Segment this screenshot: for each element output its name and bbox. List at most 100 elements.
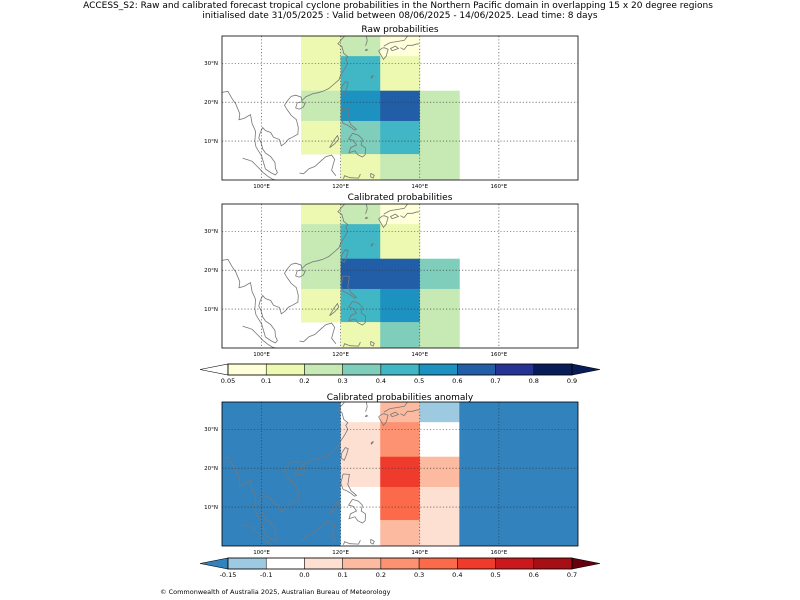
coastline — [299, 322, 337, 344]
probability-cell — [380, 322, 421, 348]
coastline — [295, 269, 306, 278]
figure-title-line-1: ACCESS_S2: Raw and calibrated forecast t… — [83, 1, 713, 11]
coastline — [364, 48, 369, 52]
coastline — [370, 440, 374, 445]
coastline — [242, 523, 276, 546]
coastline — [295, 101, 306, 110]
coastline — [343, 342, 361, 347]
longitude-tick-label: 140°E — [411, 184, 428, 190]
probability-cell — [380, 90, 421, 122]
probability-cell — [340, 90, 381, 122]
coastline — [299, 154, 337, 176]
probability-cell — [498, 486, 578, 521]
coastline — [378, 413, 389, 427]
latitude-tick-label: 20°N — [204, 466, 218, 472]
probability-cell — [380, 402, 421, 423]
probability-cell — [380, 154, 421, 180]
colorbar-tick-label: 0.8 — [529, 377, 539, 385]
latitude-tick-label: 10°N — [204, 505, 218, 511]
probability-cell — [419, 486, 460, 521]
colorbar-tick-label: 0.6 — [529, 571, 539, 579]
colorbar-segment — [304, 557, 343, 570]
coastline — [378, 215, 389, 229]
latitude-tick-label: 10°N — [204, 307, 218, 313]
probability-cell — [380, 56, 421, 92]
longitude-tick-label: 100°E — [253, 352, 270, 358]
coastline — [365, 402, 368, 412]
colorbar-segment — [418, 557, 458, 570]
map-frame — [221, 401, 579, 547]
probability-cell — [301, 204, 342, 225]
longitude-tick-label: 120°E — [332, 550, 349, 556]
longitude-tick-label: 160°E — [491, 352, 508, 358]
colorbar-tick-label: 0.4 — [452, 571, 462, 579]
probability-cell — [340, 36, 381, 57]
probability-cell — [380, 258, 421, 290]
longitude-tick-label: 160°E — [491, 550, 508, 556]
probability-cell — [301, 402, 342, 423]
coastline — [370, 341, 375, 347]
latitude-tick-label: 10°N — [204, 139, 218, 145]
colorbar-tick-label: 0.3 — [414, 571, 424, 579]
colorbar-segment — [418, 363, 458, 376]
colorbar-tick-label: 0.2 — [299, 377, 309, 385]
coastline — [343, 174, 361, 179]
colorbar-segment — [342, 557, 382, 570]
coastline — [370, 539, 375, 545]
probability-cell — [498, 456, 578, 488]
colorbar-segment — [457, 557, 496, 570]
colorbar-segment — [342, 363, 382, 376]
coastline — [329, 134, 340, 149]
colorbar-segment — [380, 363, 420, 376]
colorbar-over-arrow — [571, 363, 601, 376]
probability-cell — [459, 520, 500, 546]
colorbar-segment — [533, 363, 573, 376]
colorbar-under-arrow — [199, 363, 229, 376]
map-title: Calibrated probabilities anomaly — [327, 393, 474, 403]
probability-cell — [301, 422, 342, 458]
probability-cell — [301, 258, 342, 290]
latitude-tick-label: 20°N — [204, 100, 218, 106]
coastline — [347, 300, 367, 326]
probability-cell — [301, 288, 342, 323]
colorbar-tick-label: 0.5 — [414, 377, 424, 385]
colorbar-tick-label: 0.7 — [567, 571, 577, 579]
probability-cell — [380, 288, 421, 323]
latitude-tick-label: 30°N — [204, 229, 218, 235]
map-title: Calibrated probabilities — [348, 193, 453, 203]
coastline — [222, 402, 349, 542]
probability-cell — [419, 422, 460, 458]
colorbar-segment — [304, 363, 343, 376]
probability-cell — [419, 456, 460, 488]
probability-cell — [301, 520, 342, 546]
probability-cell — [459, 456, 500, 488]
latitude-tick-label: 30°N — [204, 61, 218, 67]
anomaly-colorbar: -0.15 -0.1 0.0 0.1 0.2 0.3 0.4 0.5 0.6 0.7 — [199, 557, 601, 579]
colorbar-segment — [265, 557, 305, 570]
raw-probabilities-map: Raw probabilities 10°N 20°N 30°N 100°E 120°E… — [204, 25, 579, 190]
probability-cell — [340, 204, 381, 225]
probability-cell — [301, 224, 342, 260]
probability-cell — [459, 486, 500, 521]
probability-cell — [301, 120, 342, 155]
probability-cell — [419, 322, 460, 348]
figure-title-line-2: initialised date 31/05/2025 : Valid betw… — [202, 11, 597, 21]
longitude-tick-label: 100°E — [253, 550, 270, 556]
coastline — [378, 47, 389, 61]
colorbar-tick-label: 0.2 — [376, 571, 386, 579]
probability-cell — [380, 204, 421, 225]
probability-cell — [222, 422, 302, 458]
coastline — [329, 302, 340, 317]
probability-cell — [498, 422, 578, 458]
probability-cell — [459, 422, 500, 458]
colorbar-tick-label: -0.15 — [220, 571, 237, 579]
colorbar-under-arrow — [199, 557, 229, 570]
coastline — [295, 467, 306, 476]
probability-cell — [301, 486, 342, 521]
colorbar-tick-label: 0.3 — [337, 377, 347, 385]
probability-cell — [380, 422, 421, 458]
coastline — [370, 74, 374, 79]
latitude-tick-label: 20°N — [204, 268, 218, 274]
colorbar-segment — [227, 557, 267, 570]
probability-cell — [498, 520, 578, 546]
